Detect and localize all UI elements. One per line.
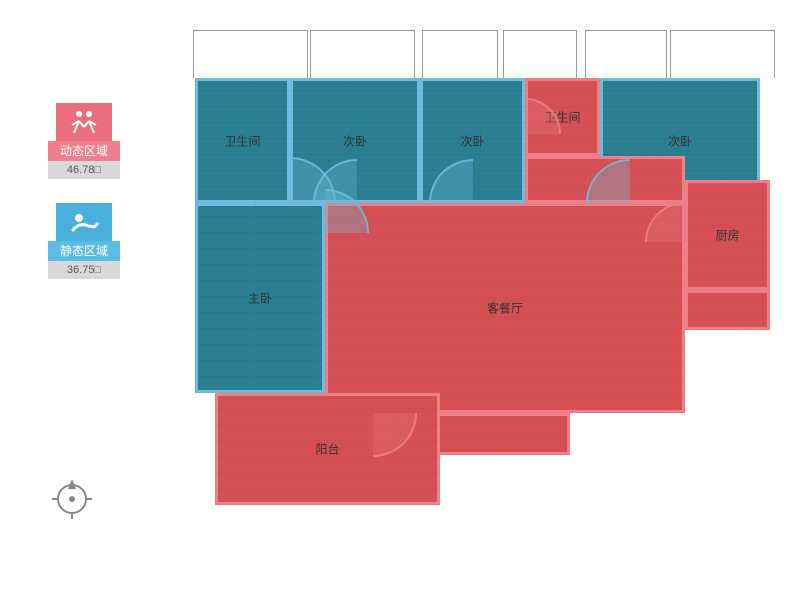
room-kitchen: 厨房 [685,180,770,290]
window-slot [670,30,775,78]
compass-icon [50,475,94,522]
room-bath1: 卫生间 [195,78,290,203]
window-slot [503,30,577,78]
window-slot [193,30,308,78]
room-label: 次卧 [343,132,367,149]
room-label: 次卧 [460,132,484,149]
legend-panel: 动态区域 46.78□ 静态区域 36.75□ [48,103,120,303]
room-label: 次卧 [668,132,692,149]
window-slot [310,30,415,78]
room-label: 阳台 [315,441,339,458]
floorplan-canvas: 卫生间次卧次卧卫生间次卧主卧客餐厅厨房阳台 [175,30,770,560]
room-hall [685,290,770,330]
window-slot [422,30,498,78]
legend-dynamic-title: 动态区域 [48,141,120,161]
static-zone-icon [56,203,112,241]
room-master: 主卧 [195,203,325,393]
room-label: 卫生间 [224,132,260,149]
room-label: 厨房 [715,227,739,244]
room-label: 客餐厅 [487,300,523,317]
room-label: 主卧 [248,290,272,307]
dynamic-zone-icon [56,103,112,141]
legend-dynamic-block: 动态区域 46.78□ [48,103,120,179]
legend-static-title: 静态区域 [48,241,120,261]
legend-static-block: 静态区域 36.75□ [48,203,120,279]
legend-dynamic-area: 46.78□ [48,161,120,179]
room-balcony: 阳台 [215,393,440,505]
window-slot [585,30,667,78]
legend-static-area: 36.75□ [48,261,120,279]
room-living: 客餐厅 [325,203,685,413]
